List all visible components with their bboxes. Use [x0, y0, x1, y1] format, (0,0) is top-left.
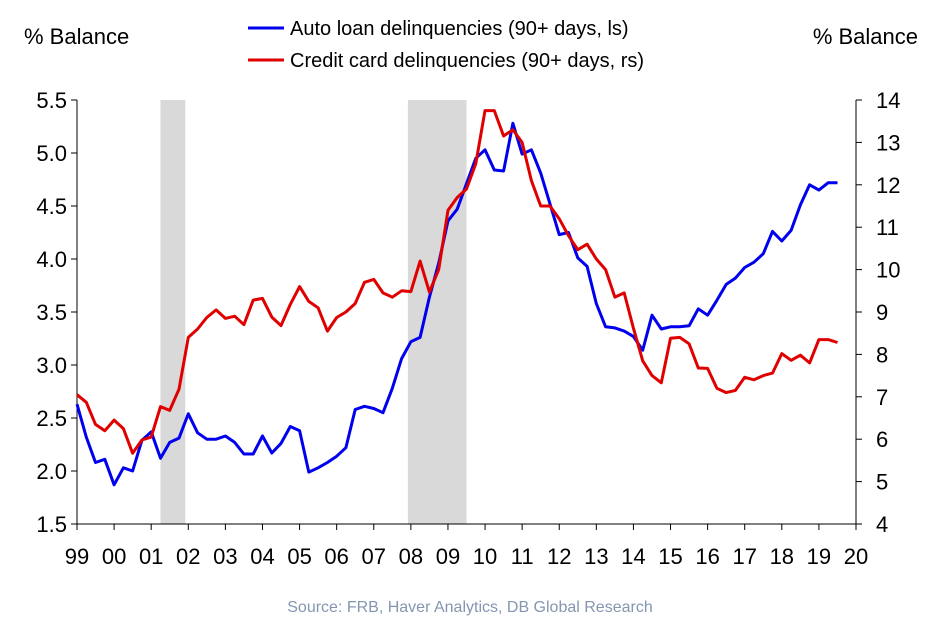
x-tick-label: 14	[621, 544, 645, 569]
left-tick-label: 5.0	[36, 141, 67, 166]
right-tick-label: 9	[876, 300, 888, 325]
left-tick-label: 1.5	[36, 512, 67, 537]
x-tick-label: 03	[213, 544, 237, 569]
axes: 1.5 2.0 2.5 3.0 3.5 4.0 4.5 5.0 5.5 4 5 6 7 8 9 10 11 12 1…	[36, 88, 900, 569]
right-tick-label: 7	[876, 385, 888, 410]
left-tick-label: 4.5	[36, 194, 67, 219]
x-tick-label: 11	[511, 544, 534, 569]
x-tick-label: 08	[399, 544, 423, 569]
series-lines	[75, 109, 838, 487]
x-tick-label: 18	[770, 544, 794, 569]
x-tick-label: 16	[695, 544, 719, 569]
legend-label-credit: Credit card delinquencies (90+ days, rs)	[290, 50, 644, 72]
left-tick-label: 3.0	[36, 353, 67, 378]
x-tick-label: 00	[102, 544, 126, 569]
x-tick-label: 05	[287, 544, 311, 569]
left-tick-label: 5.5	[36, 88, 67, 113]
x-tick-label: 15	[658, 544, 682, 569]
right-tick-label: 6	[876, 427, 888, 452]
legend: Auto loan delinquencies (90+ days, ls) C…	[248, 18, 644, 72]
x-tick-label: 13	[584, 544, 608, 569]
x-tick-label: 19	[807, 544, 831, 569]
x-tick-label: 01	[139, 544, 163, 569]
right-tick-label: 11	[876, 215, 899, 240]
x-tick-label: 12	[547, 544, 571, 569]
left-axis-title: % Balance	[24, 24, 129, 49]
x-tick-label: 09	[436, 544, 460, 569]
right-tick-label: 10	[876, 258, 900, 283]
recession-bar-0	[160, 100, 186, 524]
right-axis-title: % Balance	[813, 24, 918, 49]
right-tick-label: 4	[876, 512, 888, 537]
right-tick-label: 13	[876, 130, 900, 155]
right-tick-label: 12	[876, 173, 900, 198]
recession-bar-1	[407, 100, 467, 524]
legend-label-auto: Auto loan delinquencies (90+ days, ls)	[290, 18, 629, 40]
series-line-credit-card	[76, 109, 838, 455]
right-tick-label: 14	[876, 88, 900, 113]
left-tick-label: 4.0	[36, 247, 67, 272]
x-tick-label: 04	[250, 544, 274, 569]
right-tick-label: 5	[876, 470, 888, 495]
left-tick-label: 2.0	[36, 459, 67, 484]
recession-shading	[160, 100, 467, 524]
series-line-auto-loan	[75, 121, 838, 487]
source-note: Source: FRB, Haver Analytics, DB Global …	[287, 599, 652, 616]
right-tick-label: 8	[876, 342, 888, 367]
left-tick-label: 3.5	[36, 300, 67, 325]
left-tick-label: 2.5	[36, 406, 67, 431]
x-tick-label: 17	[732, 544, 756, 569]
x-tick-label: 10	[473, 544, 497, 569]
x-tick-label: 07	[362, 544, 386, 569]
x-tick-label: 20	[844, 544, 868, 569]
x-tick-label: 99	[65, 544, 89, 569]
x-tick-label: 02	[176, 544, 200, 569]
x-tick-label: 06	[324, 544, 348, 569]
